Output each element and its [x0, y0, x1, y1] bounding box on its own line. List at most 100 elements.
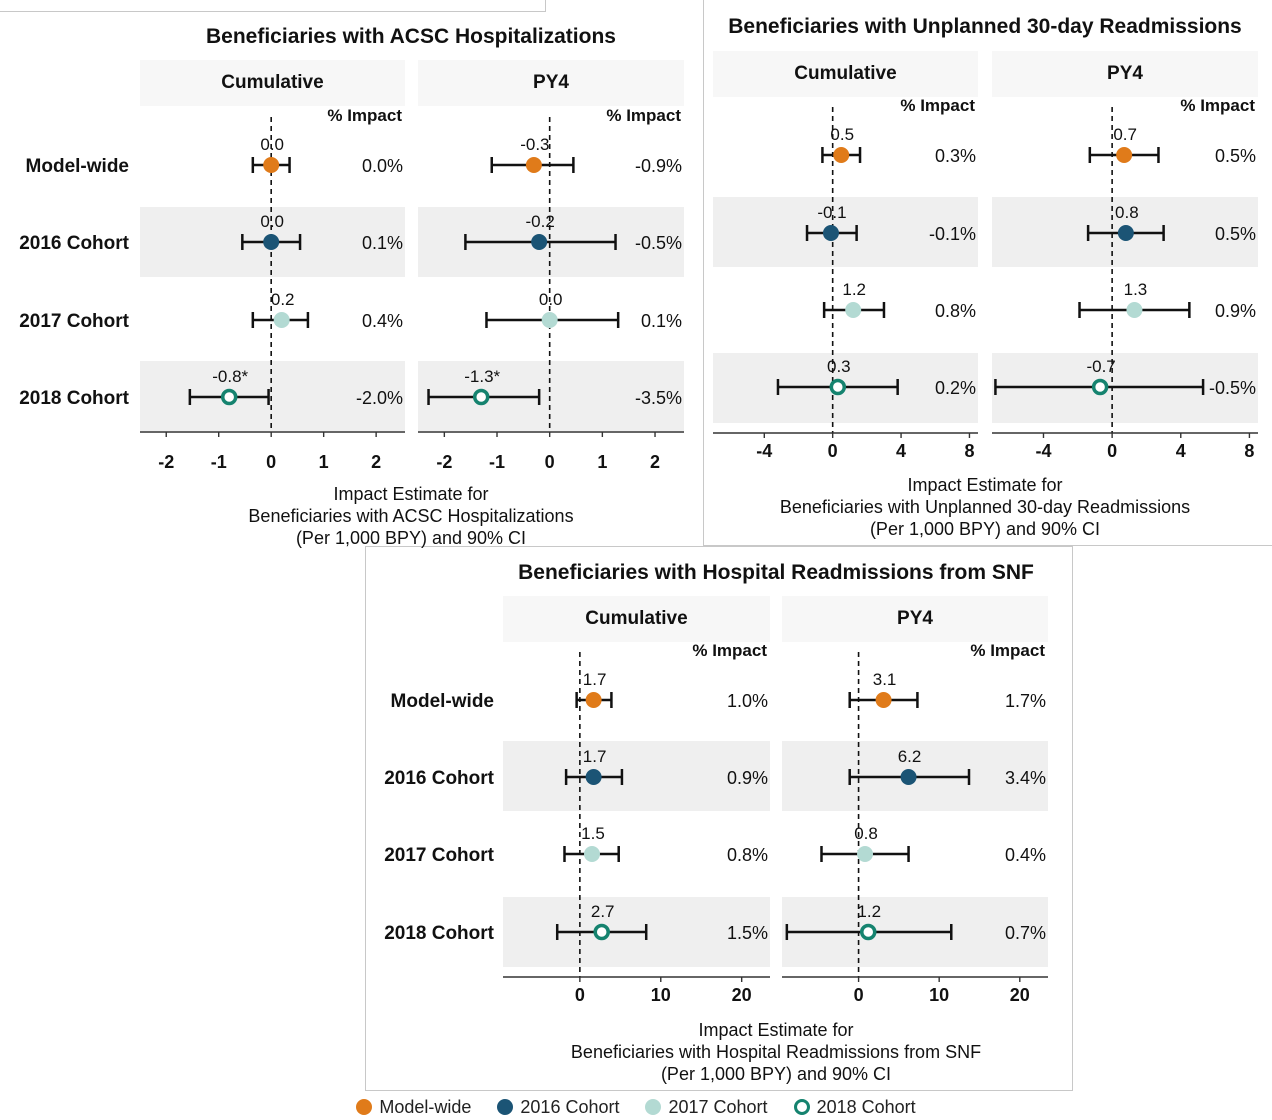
x-axis-label: (Per 1,000 BPY) and 90% CI: [661, 1064, 891, 1084]
point-estimate: [263, 157, 280, 173]
impact-value: -2.0%: [356, 388, 403, 408]
point-value-label: 0.2: [271, 290, 295, 309]
chart-frame-acsc: [0, 0, 546, 12]
forest-plot-canvas: Beneficiaries with ACSC Hospitalizations…: [19, 15, 1258, 1084]
panel-header-strip: [713, 51, 978, 97]
x-tick-label: -1: [489, 452, 505, 472]
legend-item-model-wide: Model-wide: [356, 1097, 471, 1118]
impact-value: 0.7%: [1005, 923, 1046, 943]
x-tick-label: 0: [1107, 441, 1117, 461]
row-band: [140, 361, 405, 431]
impact-header: % Impact: [692, 641, 767, 660]
forest-chart-1: Beneficiaries with ACSC Hospitalizations…: [19, 25, 684, 548]
point-value-label: 0.7: [1113, 125, 1137, 144]
x-tick-label: 0: [266, 452, 276, 472]
legend-label: 2016 Cohort: [520, 1096, 620, 1117]
x-tick-label: 10: [929, 985, 949, 1005]
legend-swatch-2017-cohort: [645, 1099, 662, 1115]
x-axis-label: Impact Estimate for: [333, 484, 488, 504]
x-tick-label: 8: [964, 441, 974, 461]
point-value-label: 0.8: [854, 824, 878, 843]
impact-value: -0.5%: [635, 233, 682, 253]
point-value-label: 1.2: [857, 902, 881, 921]
x-axis-label: Beneficiaries with ACSC Hospitalizations: [248, 506, 573, 526]
impact-value: 0.3%: [935, 146, 976, 166]
impact-value: 0.5%: [1215, 224, 1256, 244]
point-estimate: [859, 923, 877, 941]
x-tick-label: -4: [756, 441, 772, 461]
x-tick-label: 1: [319, 452, 329, 472]
point-estimate: [585, 769, 602, 785]
point-estimate: [822, 225, 839, 241]
point-estimate: [900, 769, 917, 785]
impact-value: 1.5%: [727, 923, 768, 943]
point-estimate: [273, 312, 290, 328]
chart-frame-snf: [365, 546, 1073, 1091]
point-estimate: [585, 692, 602, 708]
panel-title: Cumulative: [585, 608, 687, 629]
x-axis-label: Beneficiaries with Unplanned 30-day Read…: [780, 497, 1190, 517]
x-tick-label: 20: [732, 985, 752, 1005]
legend-swatch-2016-cohort: [497, 1099, 514, 1115]
point-estimate: [1116, 147, 1133, 163]
chart-title: Beneficiaries with Hospital Readmissions…: [518, 561, 1034, 584]
legend-swatch-model-wide: [356, 1099, 373, 1115]
impact-value: 0.2%: [935, 378, 976, 398]
row-label: 2017 Cohort: [384, 845, 494, 866]
point-estimate: [220, 388, 238, 406]
impact-header: % Impact: [327, 106, 402, 125]
x-tick-label: 0: [828, 441, 838, 461]
legend-label: 2018 Cohort: [816, 1096, 916, 1117]
impact-value: 0.4%: [1005, 845, 1046, 865]
point-value-label: -0.3: [520, 135, 549, 154]
impact-value: 3.4%: [1005, 768, 1046, 788]
point-estimate: [833, 147, 850, 163]
x-tick-label: 0: [545, 452, 555, 472]
point-value-label: 1.7: [583, 670, 607, 689]
impact-value: 0.1%: [362, 233, 403, 253]
point-value-label: 2.7: [591, 902, 615, 921]
point-value-label: -0.7: [1086, 357, 1115, 376]
point-estimate: [531, 234, 548, 250]
point-estimate: [875, 692, 892, 708]
impact-value: 1.0%: [727, 691, 768, 711]
x-tick-label: 20: [1010, 985, 1030, 1005]
point-value-label: 1.5: [581, 824, 605, 843]
x-tick-label: 4: [1176, 441, 1186, 461]
point-estimate: [541, 312, 558, 328]
legend: Model-wide 2016 Cohort 2017 Cohort 2018 …: [0, 1094, 1272, 1120]
row-label: Model-wide: [391, 691, 494, 712]
panel-cumulative: Cumulative % Impact 0 10 20 1.7 1.0% 1.7 0.9% 1.5…: [503, 596, 770, 1005]
impact-header: % Impact: [1180, 96, 1255, 115]
impact-value: 0.0%: [362, 156, 403, 176]
x-tick-label: -2: [158, 452, 174, 472]
impact-value: 0.5%: [1215, 146, 1256, 166]
point-value-label: -0.8*: [212, 367, 248, 386]
row-label: 2016 Cohort: [19, 233, 129, 254]
x-tick-label: -2: [436, 452, 452, 472]
impact-value: 0.9%: [1215, 301, 1256, 321]
legend-label: Model-wide: [379, 1096, 472, 1117]
point-estimate: [845, 302, 862, 318]
panel-py4: PY4 % Impact -2 -1 0 1 2 -0.3 -0.9% -0.2 -0.5% 0.0 0…: [418, 60, 684, 472]
legend-item-2018-cohort: 2018 Cohort: [793, 1096, 916, 1118]
x-axis-label: Impact Estimate for: [698, 1020, 853, 1040]
point-estimate: [1117, 225, 1134, 241]
impact-header: % Impact: [606, 106, 681, 125]
legend-swatch-2018-cohort: [793, 1099, 810, 1115]
point-value-label: 0.0: [260, 135, 284, 154]
forest-chart-3: Beneficiaries with Hospital Readmissions…: [384, 561, 1048, 1084]
panel-header-strip: [992, 51, 1258, 97]
legend-label: 2017 Cohort: [668, 1096, 768, 1117]
x-tick-label: 0: [854, 985, 864, 1005]
impact-header: % Impact: [970, 641, 1045, 660]
x-tick-label: 10: [651, 985, 671, 1005]
panel-header-strip: [782, 596, 1048, 642]
point-value-label: 6.2: [898, 747, 922, 766]
point-estimate: [593, 923, 610, 941]
chart-title: Beneficiaries with Unplanned 30-day Read…: [728, 15, 1242, 38]
impact-value: -0.5%: [1209, 378, 1256, 398]
x-tick-label: 4: [896, 441, 906, 461]
x-tick-label: 0: [575, 985, 585, 1005]
panel-title: Cumulative: [794, 63, 896, 84]
